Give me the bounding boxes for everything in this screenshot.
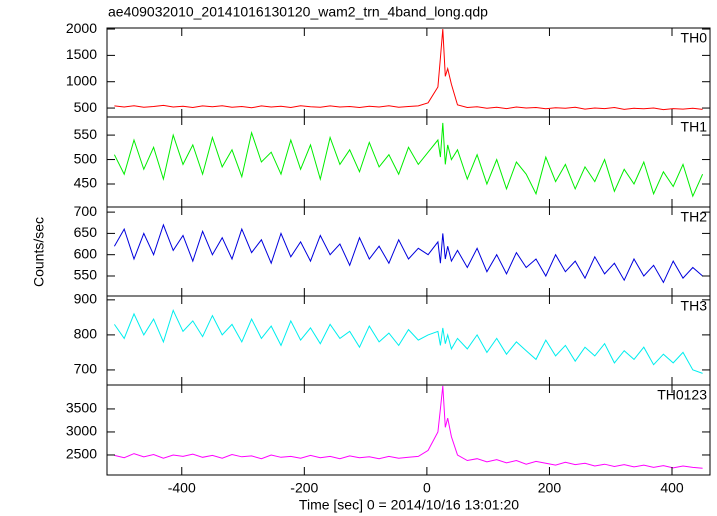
y-tick-label: 700 [74,361,98,377]
x-axis-label: Time [sec] 0 = 2014/10/16 13:01:20 [299,497,519,513]
y-tick-label: 500 [74,150,98,166]
series-line [114,29,703,111]
y-tick-label: 900 [74,291,98,307]
y-tick-label: 1500 [66,46,97,62]
y-tick-label: 550 [74,126,98,142]
y-tick-label: 650 [74,224,98,240]
x-tick-label: 200 [538,480,562,496]
series-line [113,309,703,374]
y-tick-label: 600 [74,245,98,261]
series-line [114,385,703,469]
panel-label: TH2 [681,209,708,225]
x-tick-label: 400 [660,480,684,496]
panel-label: TH1 [681,119,708,135]
y-tick-label: 2000 [66,20,97,36]
y-tick-label: 500 [74,99,98,115]
y-axis-label: Counts/sec [31,217,47,287]
panel-frame [106,206,711,297]
y-tick-label: 3500 [66,400,97,416]
y-tick-label: 3000 [66,423,97,439]
series-line [113,223,703,284]
x-tick-label: -200 [290,480,318,496]
series-line [113,122,704,198]
panel-frame [106,116,711,208]
y-tick-label: 700 [74,203,98,219]
y-tick-label: 2500 [66,446,97,462]
panel-frame [106,295,711,386]
panel-label: TH0123 [657,387,707,403]
panel-frame [106,384,711,476]
panel-label: TH0 [681,30,708,46]
y-tick-label: 550 [74,267,98,283]
chart-title: ae409032010_20141016130120_wam2_trn_4ban… [108,4,488,20]
x-tick-label: -400 [168,480,196,496]
panel-frame [106,27,711,118]
y-tick-label: 1000 [66,72,97,88]
y-tick-label: 800 [74,326,98,342]
x-tick-label: 0 [423,480,431,496]
panel-label: TH3 [681,298,708,314]
y-tick-label: 450 [74,175,98,191]
